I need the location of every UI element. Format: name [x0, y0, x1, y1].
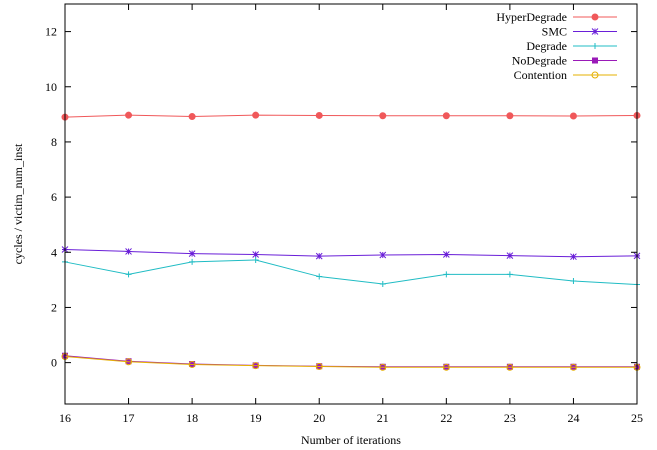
x-tick-label: 21 [377, 411, 389, 425]
x-tick-label: 24 [567, 411, 579, 425]
data-point-contention [442, 363, 450, 371]
data-point-contention [569, 363, 577, 371]
y-tick-label: 2 [51, 300, 57, 314]
data-point-degrade [506, 271, 513, 278]
data-point-hyperdegrade [506, 112, 514, 120]
series-line-contention [64, 356, 637, 368]
data-point-nodegrade [379, 363, 386, 370]
legend-entry-degrade: Degrade [526, 39, 617, 53]
legend-label: HyperDegrade [496, 10, 567, 24]
data-point-contention [506, 363, 514, 371]
data-point-nodegrade [443, 363, 450, 370]
series-hyperdegrade [61, 111, 641, 121]
legend: HyperDegradeSMCDegradeNoDegradeContentio… [496, 10, 617, 82]
data-point-contention [315, 362, 323, 370]
data-point-nodegrade [506, 363, 513, 370]
data-point-smc [379, 251, 387, 259]
data-point-hyperdegrade [252, 111, 260, 119]
legend-entry-smc: SMC [542, 25, 617, 39]
x-tick-label: 17 [123, 411, 135, 425]
data-point-degrade [189, 258, 196, 265]
data-point-nodegrade [570, 363, 577, 370]
legend-swatch-marker [591, 71, 599, 79]
y-tick-label: 0 [51, 356, 57, 370]
series-contention [61, 353, 641, 371]
series-line-degrade [64, 259, 638, 286]
y-tick-label: 8 [51, 135, 57, 149]
legend-entry-contention: Contention [514, 68, 617, 82]
x-tick-label: 23 [504, 411, 516, 425]
legend-label: NoDegrade [512, 54, 567, 68]
series-line-nodegrade [64, 355, 637, 368]
data-point-degrade [379, 281, 386, 287]
data-point-hyperdegrade [569, 112, 577, 120]
series-line-hyperdegrade [64, 114, 638, 118]
data-point-degrade [252, 257, 259, 263]
x-tick-label: 18 [186, 411, 198, 425]
series-layer [61, 111, 641, 371]
data-point-smc [315, 252, 323, 260]
data-point-smc [188, 250, 196, 258]
legend-swatch-marker [592, 57, 598, 64]
legend-label: Degrade [526, 39, 567, 53]
legend-swatch-marker [591, 28, 599, 35]
x-tick-label: 25 [631, 411, 643, 425]
data-point-smc [442, 251, 450, 258]
legend-entry-hyperdegrade: HyperDegrade [496, 10, 617, 24]
y-tick-label: 6 [51, 190, 57, 204]
data-point-contention [252, 362, 260, 370]
x-axis-label: Number of iterations [301, 433, 401, 447]
data-point-degrade [570, 277, 577, 284]
x-tick-label: 22 [440, 411, 452, 425]
y-tick-label: 12 [45, 25, 57, 39]
legend-entry-nodegrade: NoDegrade [512, 54, 617, 68]
x-tick-label: 19 [250, 411, 262, 425]
data-point-degrade [316, 273, 323, 280]
legend-label: Contention [514, 68, 567, 82]
data-point-smc [252, 251, 260, 258]
data-point-nodegrade [125, 358, 132, 365]
data-point-contention [188, 361, 196, 369]
data-point-hyperdegrade [442, 112, 450, 120]
data-point-hyperdegrade [188, 113, 196, 121]
data-point-hyperdegrade [125, 111, 133, 119]
y-tick-label: 10 [45, 80, 57, 94]
data-point-degrade [443, 271, 450, 278]
legend-swatch-marker [592, 43, 598, 49]
x-tick-label: 16 [59, 411, 71, 425]
x-tick-label: 20 [313, 411, 325, 425]
data-point-degrade [125, 271, 132, 278]
series-line-smc [64, 249, 638, 258]
y-tick-label: 4 [51, 245, 57, 259]
data-point-hyperdegrade [379, 112, 387, 120]
data-point-contention [125, 358, 133, 366]
legend-label: SMC [542, 25, 567, 39]
series-degrade [62, 257, 640, 288]
plot-frame [64, 3, 638, 405]
legend-swatch-marker [591, 13, 599, 21]
data-point-smc [570, 253, 577, 261]
data-point-nodegrade [189, 361, 196, 367]
data-point-hyperdegrade [315, 111, 323, 119]
series-smc [61, 246, 641, 261]
data-point-contention [379, 363, 387, 371]
y-axis-label: cycles / victim_num_inst [11, 143, 25, 264]
data-point-smc [125, 248, 132, 255]
data-point-smc [506, 252, 514, 259]
